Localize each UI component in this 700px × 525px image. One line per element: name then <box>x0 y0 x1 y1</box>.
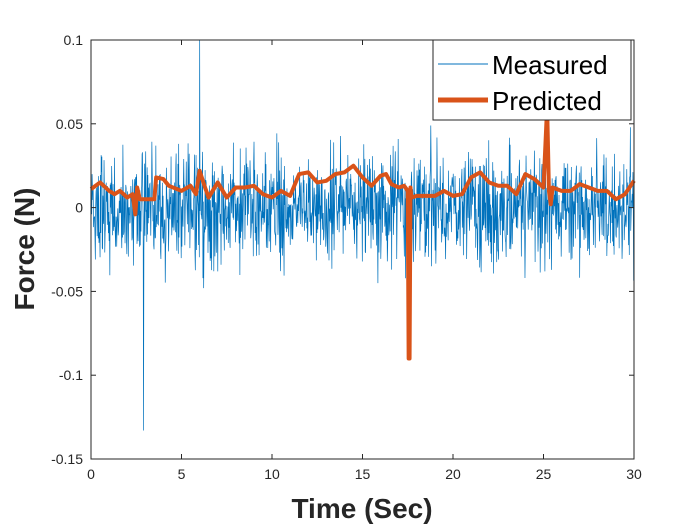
x-tick-label: 30 <box>626 466 642 482</box>
x-tick-label: 0 <box>87 466 95 482</box>
x-tick-label: 10 <box>264 466 280 482</box>
y-axis-title: Force (N) <box>9 188 40 311</box>
legend-label-measured: Measured <box>492 50 608 80</box>
y-tick-label: 0.05 <box>56 116 83 132</box>
legend: Measured Predicted <box>432 39 632 121</box>
series-measured-line <box>90 39 635 431</box>
y-tick-label: 0.1 <box>64 32 84 48</box>
x-tick-label: 5 <box>178 466 186 482</box>
series-layer <box>89 39 636 431</box>
y-tick-label: -0.15 <box>51 451 83 467</box>
y-tick-label: -0.05 <box>51 283 83 299</box>
legend-box <box>432 39 632 121</box>
x-axis-title: Time (Sec) <box>291 493 432 524</box>
legend-label-predicted: Predicted <box>492 86 602 116</box>
x-tick-label: 15 <box>355 466 371 482</box>
x-tick-label: 20 <box>445 466 461 482</box>
y-tick-label: 0 <box>75 200 83 216</box>
series-predicted-line <box>89 105 636 361</box>
x-tick-label: 25 <box>536 466 552 482</box>
y-tick-label: -0.1 <box>59 367 83 383</box>
